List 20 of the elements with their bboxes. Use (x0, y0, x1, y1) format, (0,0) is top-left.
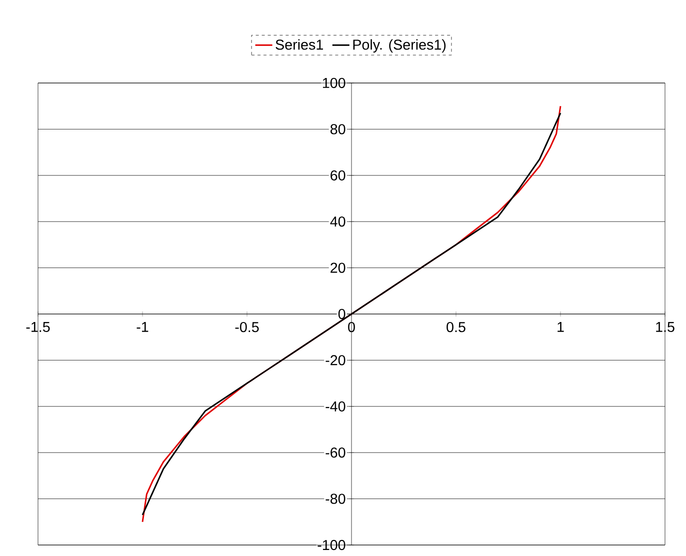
x-tick-label: 0.5 (446, 322, 466, 332)
x-tick-label: -1.5 (26, 322, 50, 332)
y-tick-label: -40 (326, 401, 346, 412)
y-tick-label: 40 (330, 216, 346, 227)
x-tick-label: 1 (558, 322, 564, 332)
y-tick-label: 100 (322, 78, 346, 88)
legend-label: Series1 (276, 39, 323, 50)
y-tick-label: -80 (326, 494, 346, 504)
y-tick-label: 20 (330, 262, 346, 273)
x-tick-label: -0.5 (235, 322, 259, 332)
legend-label: Poly. (Series1) (353, 39, 446, 53)
y-tick-label: 60 (330, 170, 346, 180)
x-tick-label: 0 (348, 322, 355, 332)
y-tick-label: -20 (326, 355, 346, 366)
x-tick-label: 1.5 (656, 322, 674, 332)
y-tick-label: 0 (338, 308, 346, 320)
y-tick-label: 80 (330, 124, 346, 134)
x-tick-label: -1 (136, 322, 148, 332)
y-tick-label: -60 (326, 448, 346, 458)
y-tick-label: -100 (318, 540, 346, 550)
